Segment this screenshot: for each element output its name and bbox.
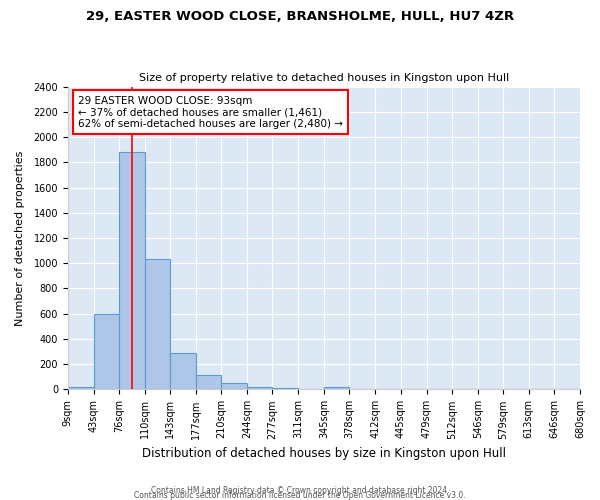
Bar (272, 388, 298, 390)
Bar (170, 354, 196, 390)
Bar (221, 384, 247, 390)
Text: 29 EASTER WOOD CLOSE: 93sqm
← 37% of detached houses are smaller (1,461)
62% of : 29 EASTER WOOD CLOSE: 93sqm ← 37% of det… (78, 96, 343, 129)
Bar (94, 314, 119, 390)
Bar (145, 260, 170, 390)
Bar (119, 152, 145, 390)
Bar (196, 375, 221, 390)
Bar (298, 389, 324, 390)
Bar (247, 387, 272, 390)
Title: Size of property relative to detached houses in Kingston upon Hull: Size of property relative to detached ho… (139, 73, 509, 83)
X-axis label: Distribution of detached houses by size in Kingston upon Hull: Distribution of detached houses by size … (142, 447, 506, 460)
Bar (349, 389, 376, 390)
Bar (68, 387, 94, 390)
Text: Contains public sector information licensed under the Open Government Licence v3: Contains public sector information licen… (134, 491, 466, 500)
Bar (324, 387, 349, 390)
Text: Contains HM Land Registry data © Crown copyright and database right 2024.: Contains HM Land Registry data © Crown c… (151, 486, 449, 495)
Text: 29, EASTER WOOD CLOSE, BRANSHOLME, HULL, HU7 4ZR: 29, EASTER WOOD CLOSE, BRANSHOLME, HULL,… (86, 10, 514, 23)
Y-axis label: Number of detached properties: Number of detached properties (15, 150, 25, 326)
